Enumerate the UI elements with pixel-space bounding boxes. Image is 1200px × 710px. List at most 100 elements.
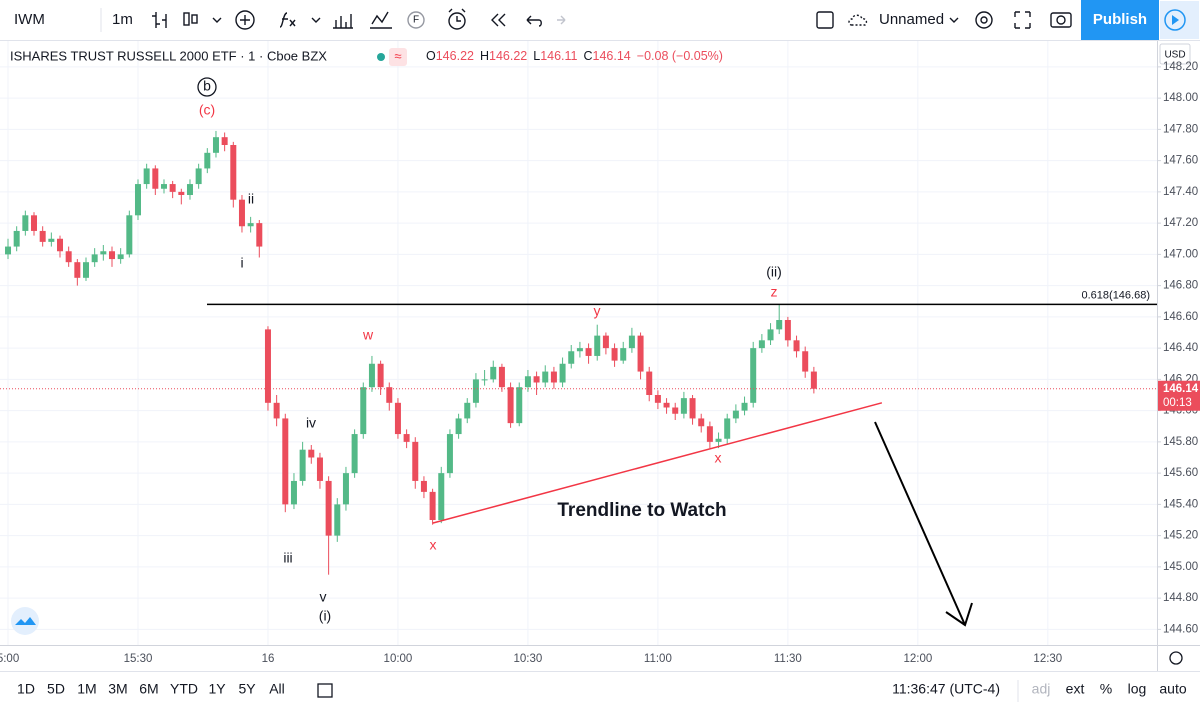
- candle-body: [83, 262, 90, 278]
- candle-body: [646, 371, 653, 395]
- candle-body: [750, 348, 757, 403]
- ohlc-change: −0.08 (−0.05%): [637, 49, 723, 63]
- currency: USD: [1164, 50, 1185, 61]
- candle-body: [628, 335, 635, 349]
- candle-body: [472, 379, 479, 403]
- candle-body: [5, 246, 12, 255]
- y-tick-label: 146.60: [1163, 311, 1198, 323]
- y-tick-label: 144.60: [1163, 623, 1198, 635]
- snapshot-icon[interactable]: [1050, 12, 1072, 28]
- axis-option[interactable]: auto: [1159, 681, 1186, 697]
- y-tick-label: 145.40: [1163, 498, 1198, 510]
- layout-icon[interactable]: [816, 11, 834, 29]
- candle-body: [152, 168, 159, 189]
- candle-body: [663, 402, 670, 408]
- y-tick-label: 146.40: [1163, 342, 1198, 354]
- layout-name[interactable]: Unnamed: [879, 11, 944, 28]
- undo-icon[interactable]: [526, 15, 542, 27]
- range-button[interactable]: 1M: [77, 681, 96, 697]
- range-button[interactable]: 1Y: [208, 681, 226, 697]
- x-tick-label: 11:00: [644, 653, 672, 665]
- chevron[interactable]: [311, 17, 321, 23]
- candle-body: [186, 184, 193, 195]
- wave-label: (i): [319, 608, 331, 624]
- candle-body: [620, 348, 627, 361]
- wave-label: x: [430, 537, 437, 553]
- candle-body: [559, 363, 566, 383]
- candle-body: [13, 230, 20, 247]
- candle-body: [481, 379, 488, 381]
- clock: 11:36:47 (UTC-4): [892, 681, 1000, 697]
- candle-body: [143, 168, 150, 185]
- candle-body: [420, 480, 427, 492]
- chevron[interactable]: [212, 17, 222, 23]
- candle-body: [31, 215, 38, 231]
- candle-body: [576, 348, 583, 352]
- wave-label: (c): [199, 102, 215, 118]
- y-tick-label: 145.80: [1163, 436, 1198, 448]
- fx-icon[interactable]: [279, 12, 296, 28]
- y-tick-label: 145.60: [1163, 467, 1198, 479]
- add-icon[interactable]: [235, 10, 255, 30]
- axis-option[interactable]: adj: [1032, 681, 1051, 697]
- range-button[interactable]: All: [269, 681, 285, 697]
- candles-icon-2[interactable]: [191, 14, 198, 24]
- candles-icon[interactable]: [183, 12, 190, 26]
- range-button[interactable]: YTD: [170, 681, 198, 697]
- f-icon[interactable]: [407, 11, 425, 29]
- candle-body: [299, 449, 306, 481]
- alert-icon[interactable]: [448, 12, 466, 30]
- candle-body: [715, 438, 722, 442]
- range-button[interactable]: 5D: [47, 681, 65, 697]
- candle-body: [238, 199, 245, 227]
- axis-option[interactable]: %: [1100, 681, 1112, 697]
- ohlc-key: H: [480, 49, 489, 63]
- publish-label[interactable]: Publish: [1093, 11, 1147, 28]
- range-button[interactable]: 3M: [108, 681, 127, 697]
- candle-body: [178, 191, 185, 195]
- settings-icon[interactable]: [975, 11, 993, 29]
- candle-body: [386, 387, 393, 403]
- fullscreen-icon[interactable]: [1014, 11, 1031, 29]
- candle-body: [403, 434, 410, 442]
- interval[interactable]: 1m: [112, 11, 133, 28]
- candle-body: [65, 251, 72, 263]
- wave-label: ii: [248, 191, 254, 207]
- logo[interactable]: [11, 607, 39, 635]
- candle-body: [282, 418, 289, 505]
- redo-icon: [557, 15, 566, 25]
- y-tick-label: 148.20: [1163, 61, 1198, 73]
- cloud-icon[interactable]: [848, 14, 868, 26]
- candle-body: [793, 340, 800, 352]
- candle-body: [698, 418, 705, 427]
- status-dot: [377, 53, 385, 61]
- publish-button[interactable]: [1081, 0, 1159, 40]
- chart-type-icon[interactable]: [333, 14, 353, 29]
- candle-body: [412, 441, 419, 481]
- chevron[interactable]: [949, 17, 959, 23]
- replay-icon[interactable]: [491, 13, 506, 27]
- candle-body: [264, 329, 271, 403]
- symbol[interactable]: IWM: [14, 11, 45, 28]
- play-button[interactable]: [1160, 1, 1199, 39]
- candle-body: [550, 371, 557, 383]
- toolbar: IWM 1m F: [0, 0, 1200, 41]
- candle-body: [308, 449, 315, 458]
- axis-option[interactable]: ext: [1066, 681, 1085, 697]
- currency-box[interactable]: [1159, 43, 1191, 65]
- range-button[interactable]: 1D: [17, 681, 35, 697]
- legend: ISHARES TRUST RUSSELL 2000 ETF · 1 · Cbo…: [10, 48, 723, 66]
- date-range-icon[interactable]: [317, 683, 333, 698]
- ohlc-value: 146.22: [436, 49, 474, 63]
- bars-icon[interactable]: [152, 12, 167, 28]
- axis-option[interactable]: log: [1128, 681, 1147, 697]
- candle-body: [516, 387, 523, 424]
- range-button[interactable]: 5Y: [238, 681, 256, 697]
- indicators-icon[interactable]: [370, 11, 392, 29]
- candle-body: [108, 251, 115, 260]
- axis-settings[interactable]: [1169, 651, 1183, 665]
- range-button[interactable]: 6M: [139, 681, 158, 697]
- candle-body: [57, 238, 64, 252]
- ohlc-value: 146.11: [540, 49, 577, 63]
- toolbar-bg: [0, 0, 1200, 40]
